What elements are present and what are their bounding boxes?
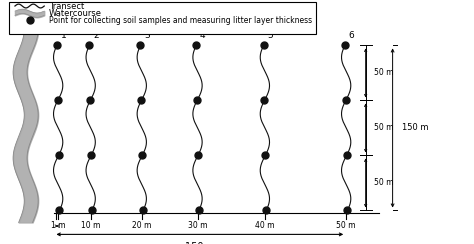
Text: 5: 5 [267, 30, 273, 40]
Text: Transect: Transect [49, 1, 84, 10]
Bar [9, 2, 316, 33]
Text: 50 m: 50 m [374, 123, 393, 132]
Text: 50 m: 50 m [374, 178, 393, 187]
Text: 20 m: 20 m [132, 221, 152, 230]
Text: 1: 1 [61, 30, 66, 40]
Text: Point for collecting soil samples and measuring litter layer thickness: Point for collecting soil samples and me… [49, 16, 312, 25]
Text: 3: 3 [144, 30, 150, 40]
Text: 40 m: 40 m [255, 221, 274, 230]
Text: 50 m: 50 m [337, 221, 356, 230]
Text: 10 m: 10 m [81, 221, 100, 230]
Text: 6: 6 [348, 30, 354, 40]
Text: 30 m: 30 m [188, 221, 207, 230]
Text: 150 m: 150 m [402, 123, 428, 132]
Text: 1 m: 1 m [51, 221, 65, 230]
Text: 4: 4 [200, 30, 205, 40]
Text: 150 m: 150 m [185, 242, 217, 244]
Text: 50 m: 50 m [374, 69, 393, 78]
Text: Watercourse: Watercourse [49, 9, 102, 18]
Text: 2: 2 [93, 30, 99, 40]
